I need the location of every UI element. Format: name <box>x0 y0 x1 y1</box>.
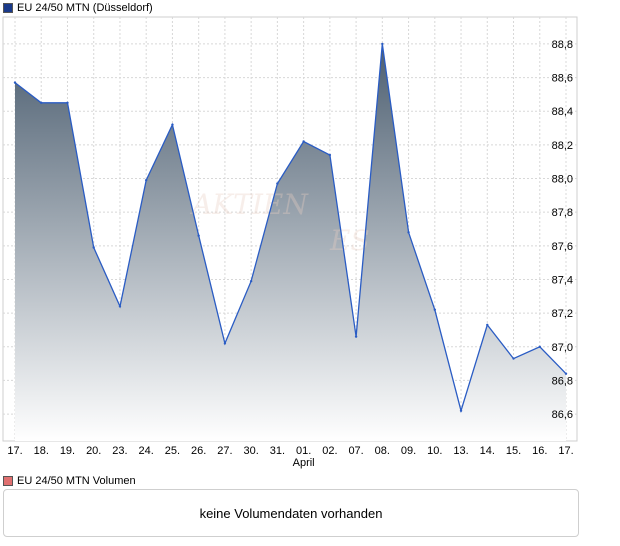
y-tick-label: 88,2 <box>552 140 573 152</box>
data-point <box>302 140 305 143</box>
y-tick-label: 86,8 <box>552 375 573 387</box>
price-chart: AKTIEN ES 86,6 86,8 87,0 87,2 87,4 87,6 87,8 88… <box>2 16 578 469</box>
data-point <box>223 342 227 345</box>
x-tick-label: 18. <box>34 445 49 457</box>
volume-legend: EU 24/50 MTN Volumen <box>3 475 136 487</box>
x-tick-label: 16. <box>532 445 547 457</box>
x-tick-label: 02. <box>322 445 337 457</box>
data-point <box>276 182 279 185</box>
y-tick-label: 88,6 <box>552 73 573 85</box>
volume-legend-label: EU 24/50 MTN Volumen <box>17 475 136 487</box>
data-point <box>249 279 253 283</box>
x-tick-label: 27. <box>217 445 232 457</box>
data-point <box>66 101 69 105</box>
data-point <box>381 42 384 46</box>
x-tick-label: 14. <box>480 445 495 457</box>
data-point <box>144 179 148 182</box>
x-axis-ticks: 17. 18. 19. 20. 23. 24. 25. 26. 27. 30. 31. 01. 02. 0… <box>7 445 573 469</box>
price-points <box>13 42 568 412</box>
data-point <box>197 234 200 237</box>
data-point <box>459 409 463 412</box>
y-tick-label: 87,6 <box>552 241 573 253</box>
x-tick-label: 07. <box>348 445 363 457</box>
data-point <box>328 153 332 157</box>
x-tick-label: 08. <box>375 445 390 457</box>
x-tick-label: 20. <box>86 445 101 457</box>
x-tick-label: 17. <box>558 445 573 457</box>
x-tick-label: 15. <box>506 445 521 457</box>
data-point <box>13 81 17 84</box>
x-tick-label: 31. <box>270 445 285 457</box>
data-point <box>118 305 122 308</box>
price-area <box>15 43 566 442</box>
y-tick-label: 88,4 <box>552 106 573 118</box>
volume-panel: keine Volumendaten vorhanden <box>3 489 579 537</box>
watermark-text: AKTIEN <box>189 188 309 221</box>
data-point <box>92 246 95 249</box>
x-tick-label: 13. <box>453 445 468 457</box>
price-legend: EU 24/50 MTN (Düsseldorf) <box>3 2 153 14</box>
data-point <box>512 357 515 360</box>
price-legend-swatch <box>3 3 13 13</box>
y-tick-label: 88,8 <box>552 39 573 51</box>
data-point <box>407 231 410 234</box>
y-tick-label: 87,0 <box>552 342 573 354</box>
data-point <box>486 323 489 327</box>
price-legend-label: EU 24/50 MTN (Düsseldorf) <box>17 2 153 14</box>
y-tick-label: 88,0 <box>552 174 573 186</box>
volume-legend-swatch <box>3 476 13 486</box>
x-tick-label: 01. <box>296 445 311 457</box>
x-month-label: April <box>293 457 315 469</box>
price-line <box>14 43 567 414</box>
x-tick-label: 10. <box>427 445 442 457</box>
y-tick-label: 86,6 <box>552 409 573 421</box>
x-tick-label: 17. <box>7 445 22 457</box>
x-tick-label: 23. <box>112 445 127 457</box>
y-tick-label: 87,8 <box>552 207 573 219</box>
data-point <box>171 123 174 126</box>
watermark-text-2: ES <box>329 224 370 257</box>
data-point <box>354 335 358 338</box>
volume-empty-message: keine Volumendaten vorhanden <box>199 505 383 521</box>
watermark: AKTIEN ES <box>189 188 370 257</box>
x-tick-label: 19. <box>60 445 75 457</box>
data-point <box>433 308 437 311</box>
x-tick-label: 09. <box>401 445 416 457</box>
x-tick-label: 24. <box>139 445 154 457</box>
data-point <box>564 372 568 375</box>
x-tick-label: 26. <box>191 445 206 457</box>
y-axis-ticks: 86,6 86,8 87,0 87,2 87,4 87,6 87,8 88,0 88,2 88,4… <box>552 39 573 421</box>
y-tick-label: 87,2 <box>552 308 573 320</box>
data-point <box>40 101 43 105</box>
x-tick-label: 25. <box>165 445 180 457</box>
data-point <box>538 345 541 348</box>
x-tick-label: 30. <box>243 445 258 457</box>
y-tick-label: 87,4 <box>552 274 573 286</box>
